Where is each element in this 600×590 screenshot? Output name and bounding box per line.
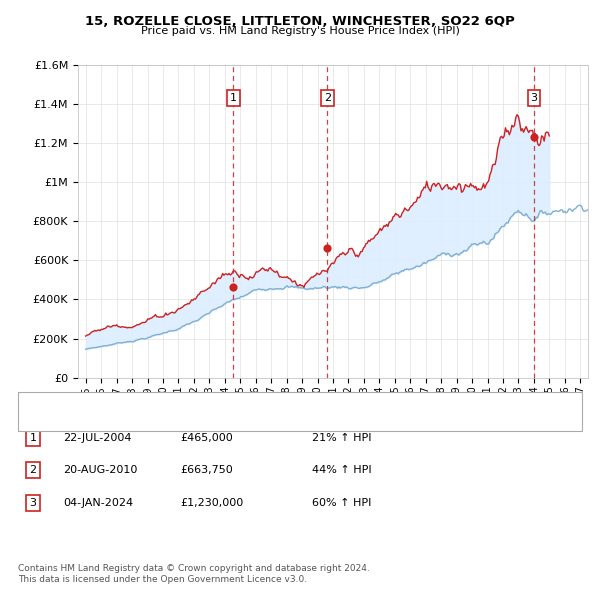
Text: 2: 2: [324, 93, 331, 103]
Text: 60% ↑ HPI: 60% ↑ HPI: [312, 498, 371, 507]
Text: —: —: [31, 412, 47, 427]
Text: This data is licensed under the Open Government Licence v3.0.: This data is licensed under the Open Gov…: [18, 575, 307, 584]
Text: 3: 3: [530, 93, 538, 103]
Text: £1,230,000: £1,230,000: [180, 498, 243, 507]
Text: 15, ROZELLE CLOSE, LITTLETON, WINCHESTER, SO22 6QP (detached house): 15, ROZELLE CLOSE, LITTLETON, WINCHESTER…: [54, 398, 450, 408]
Text: 04-JAN-2024: 04-JAN-2024: [63, 498, 133, 507]
Point: [229, 282, 238, 291]
Text: 1: 1: [29, 433, 37, 442]
Text: Price paid vs. HM Land Registry's House Price Index (HPI): Price paid vs. HM Land Registry's House …: [140, 26, 460, 36]
Text: 20-AUG-2010: 20-AUG-2010: [63, 466, 137, 475]
Text: 2: 2: [29, 466, 37, 475]
Text: £663,750: £663,750: [180, 466, 233, 475]
Text: 15, ROZELLE CLOSE, LITTLETON, WINCHESTER, SO22 6QP: 15, ROZELLE CLOSE, LITTLETON, WINCHESTER…: [85, 15, 515, 28]
Text: 22-JUL-2004: 22-JUL-2004: [63, 433, 131, 442]
Text: 44% ↑ HPI: 44% ↑ HPI: [312, 466, 371, 475]
Text: 3: 3: [29, 498, 37, 507]
Text: 1: 1: [230, 93, 237, 103]
Point: [322, 243, 332, 253]
Text: Contains HM Land Registry data © Crown copyright and database right 2024.: Contains HM Land Registry data © Crown c…: [18, 565, 370, 573]
Point: [529, 133, 539, 142]
Text: 21% ↑ HPI: 21% ↑ HPI: [312, 433, 371, 442]
Text: £465,000: £465,000: [180, 433, 233, 442]
Text: —: —: [31, 395, 47, 411]
Text: HPI: Average price, detached house, Winchester: HPI: Average price, detached house, Winc…: [54, 415, 305, 424]
